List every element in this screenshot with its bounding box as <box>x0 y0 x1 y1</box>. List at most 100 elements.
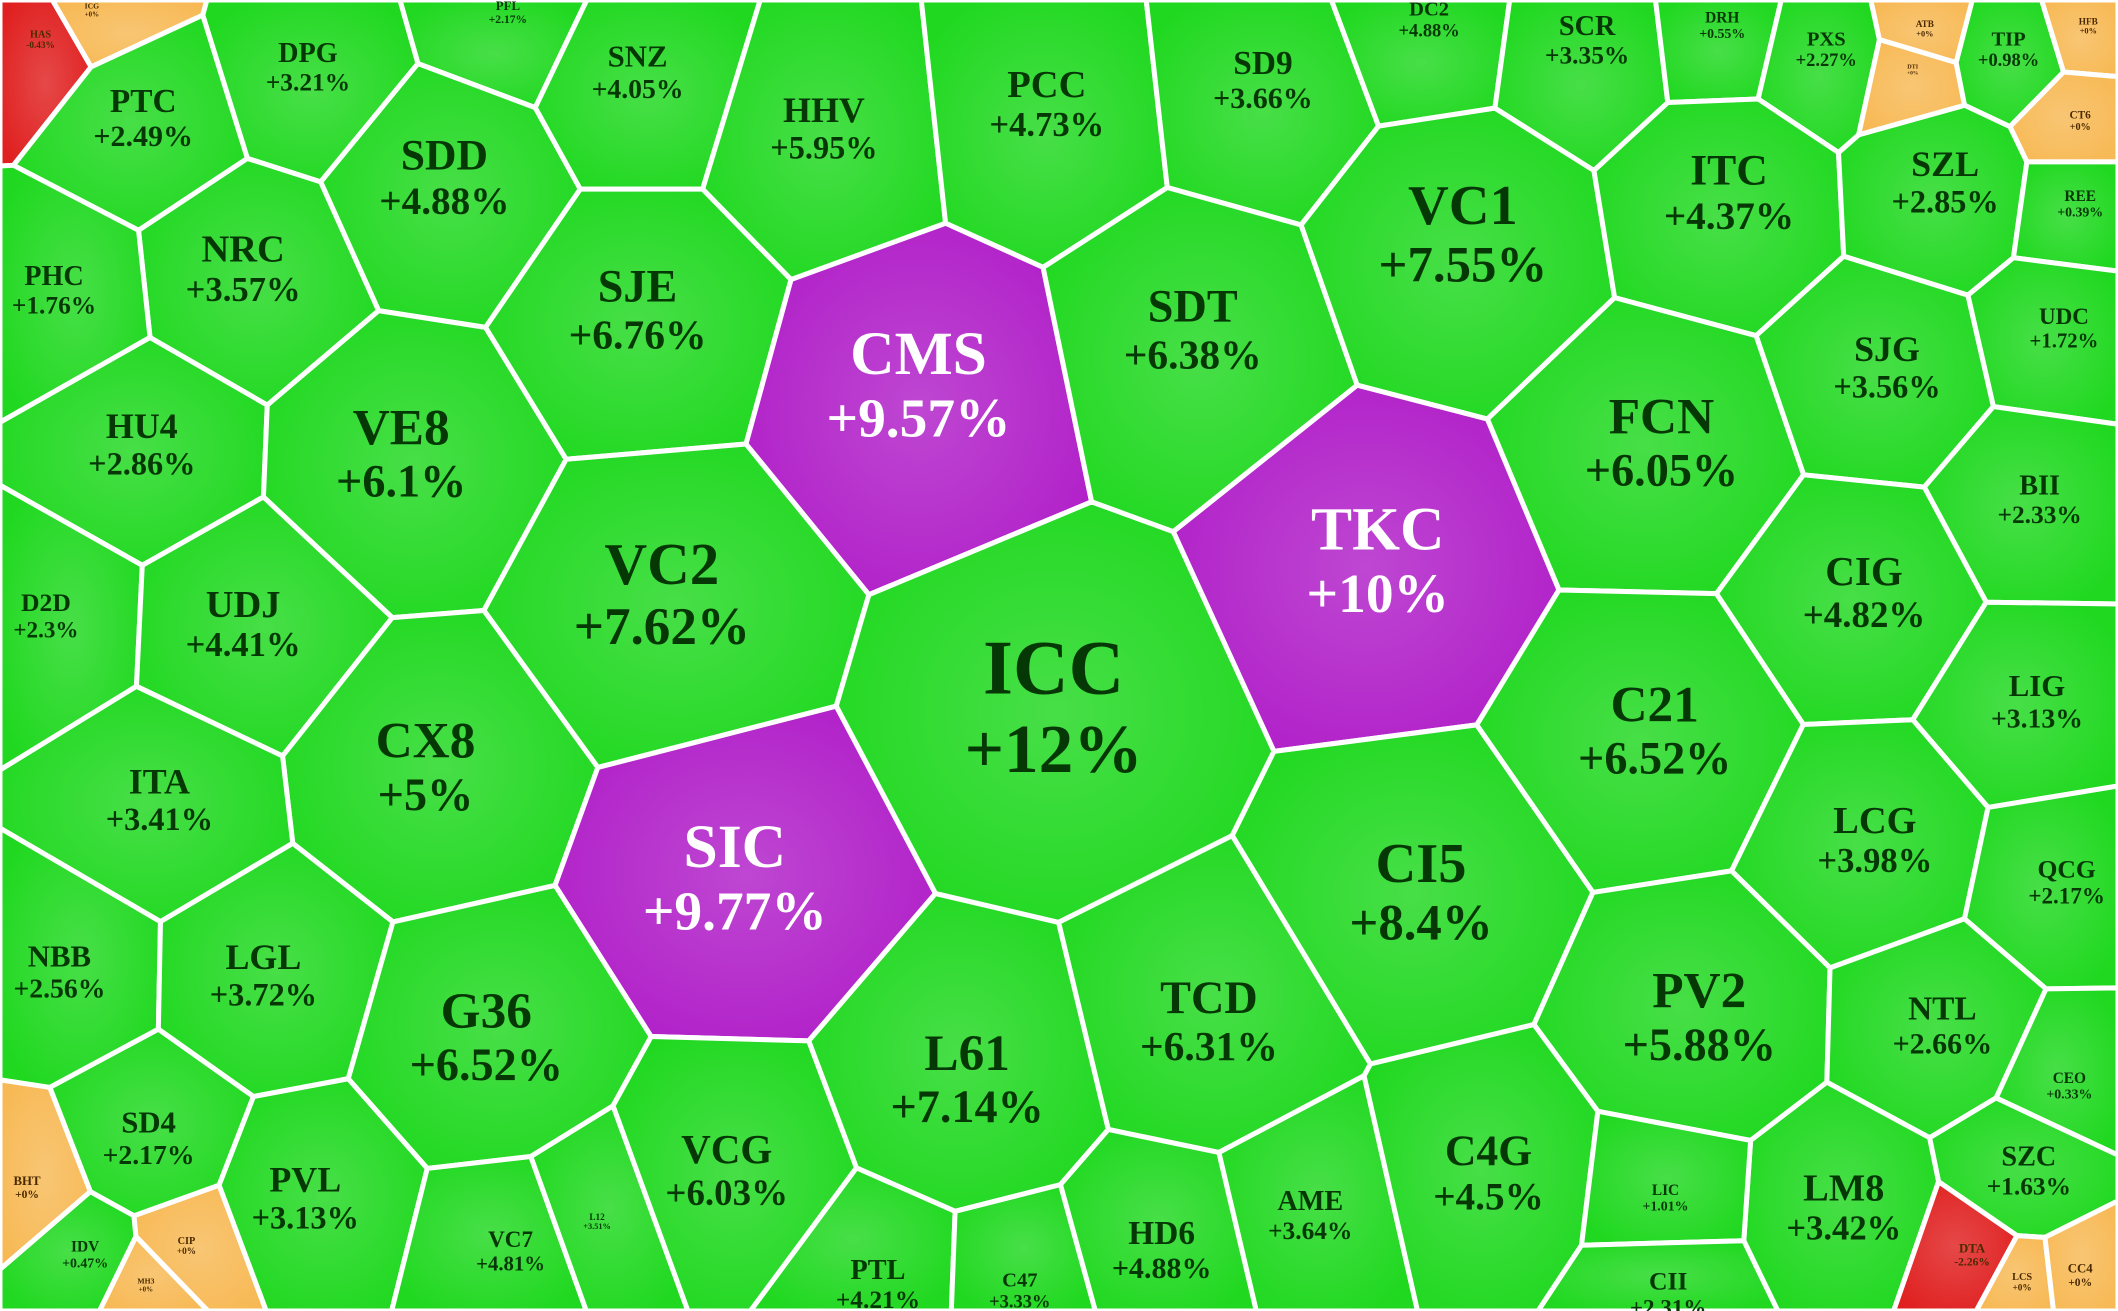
ticker: LGL <box>225 937 301 977</box>
change-label: +2.49% <box>93 120 193 153</box>
change-label: +0% <box>177 1246 196 1256</box>
ticker: L12 <box>589 1212 605 1222</box>
change-label: +0% <box>2068 1277 2092 1289</box>
ticker: PCC <box>1007 64 1086 106</box>
cell <box>131 1182 269 1311</box>
change-label: +3.13% <box>1991 702 2083 733</box>
change-label: +1.76% <box>12 292 96 320</box>
change-label: +1.01% <box>1643 1199 1689 1214</box>
change-label: +2.31% <box>1630 1294 1707 1311</box>
change-label: +4.37% <box>1664 195 1794 238</box>
ticker: PHC <box>24 261 84 292</box>
ticker: PV2 <box>1652 963 1746 1020</box>
change-label: +3.57% <box>186 271 301 309</box>
change-label: +9.77% <box>643 880 827 941</box>
ticker: VC7 <box>488 1226 533 1252</box>
ticker: CIP <box>178 1236 196 1247</box>
change-label: +2.3% <box>13 616 78 642</box>
ticker: PXS <box>1807 28 1846 50</box>
ticker: SJE <box>598 260 678 311</box>
ticker: PVL <box>269 1160 341 1200</box>
ticker: HFB <box>2079 16 2098 26</box>
change-label: +4.41% <box>186 626 301 664</box>
change-label: -2.26% <box>1954 1257 1990 1269</box>
ticker: CX8 <box>376 713 476 770</box>
ticker: SJG <box>1854 329 1920 369</box>
ticker: ICC <box>983 625 1124 711</box>
change-label: +7.14% <box>890 1081 1043 1132</box>
change-label: +6.05% <box>1585 445 1738 496</box>
ticker: PTL <box>851 1255 906 1286</box>
change-label: +6.76% <box>569 311 707 357</box>
change-label: +2.33% <box>1998 501 2082 529</box>
ticker: HD6 <box>1128 1215 1195 1252</box>
cell <box>2042 1198 2118 1311</box>
ticker: NRC <box>201 229 284 271</box>
ticker: PFL <box>496 0 521 13</box>
ticker: ATB <box>1916 19 1934 29</box>
change-label: +3.42% <box>1786 1210 1901 1248</box>
ticker: SZL <box>1911 144 1979 184</box>
change-label: +0% <box>85 11 99 18</box>
change-label: +2.86% <box>88 446 195 482</box>
change-label: +6.38% <box>1124 332 1262 378</box>
ticker: NBB <box>28 939 91 973</box>
ticker: DC2 <box>1409 0 1449 21</box>
ticker: DPG <box>278 38 338 69</box>
ticker: ITA <box>129 761 190 801</box>
ticker: C4G <box>1445 1127 1532 1175</box>
change-label: +3.13% <box>252 1199 359 1235</box>
ticker: VCG <box>681 1126 772 1172</box>
cell <box>1057 1126 1259 1311</box>
cell <box>97 1234 211 1311</box>
change-label: +6.52% <box>1578 732 1731 783</box>
change-label: +3.64% <box>1268 1217 1352 1245</box>
cell <box>948 1182 1098 1311</box>
ticker: TCD <box>1160 972 1258 1023</box>
ticker: BII <box>2019 470 2060 501</box>
change-label: +0% <box>1916 29 1933 38</box>
change-label: +4.88% <box>1398 21 1459 41</box>
ticker: LIG <box>2009 669 2066 703</box>
ticker: VE8 <box>353 399 450 456</box>
change-label: +2.85% <box>1891 184 1998 220</box>
change-label: +4.21% <box>836 1286 920 1311</box>
change-label: +3.51% <box>583 1222 611 1231</box>
ticker: CMS <box>850 320 987 388</box>
ticker: LCS <box>2012 1272 2032 1283</box>
change-label: +2.17% <box>103 1139 195 1170</box>
change-label: +3.35% <box>1545 42 1629 70</box>
cell <box>1535 1238 1781 1311</box>
ticker: REE <box>2064 188 2096 205</box>
ticker: DTI <box>1907 64 1919 70</box>
ticker: SD4 <box>121 1105 176 1139</box>
ticker: D2D <box>21 588 71 617</box>
change-label: -0.43% <box>26 40 54 50</box>
change-label: +5.95% <box>770 129 877 165</box>
ticker: LM8 <box>1803 1167 1884 1209</box>
change-label: +5% <box>378 769 474 820</box>
ticker: HHV <box>783 90 865 130</box>
ticker: QCG <box>2037 854 2095 883</box>
ticker: DTA <box>1959 1241 1986 1255</box>
ticker: AME <box>1277 1186 1343 1217</box>
ticker: SNZ <box>608 40 668 74</box>
change-label: +4.05% <box>592 73 684 104</box>
change-label: +2.27% <box>1796 50 1857 70</box>
ticker: VC2 <box>605 531 720 597</box>
cell <box>528 1103 691 1311</box>
ticker: C21 <box>1611 676 1699 733</box>
change-label: +3.66% <box>1213 82 1313 115</box>
ticker: MH3 <box>137 1277 154 1286</box>
change-label: +6.31% <box>1140 1023 1278 1069</box>
change-label: +4.81% <box>476 1252 545 1275</box>
cell <box>2039 0 2118 80</box>
change-label: +6.52% <box>410 1039 563 1090</box>
change-label: +3.41% <box>106 801 213 837</box>
ticker: TKC <box>1311 495 1444 563</box>
ticker: CC4 <box>2068 1262 2094 1276</box>
change-label: +0.33% <box>2046 1087 2092 1102</box>
change-label: +5.88% <box>1623 1019 1776 1070</box>
ticker: IDV <box>71 1239 99 1256</box>
